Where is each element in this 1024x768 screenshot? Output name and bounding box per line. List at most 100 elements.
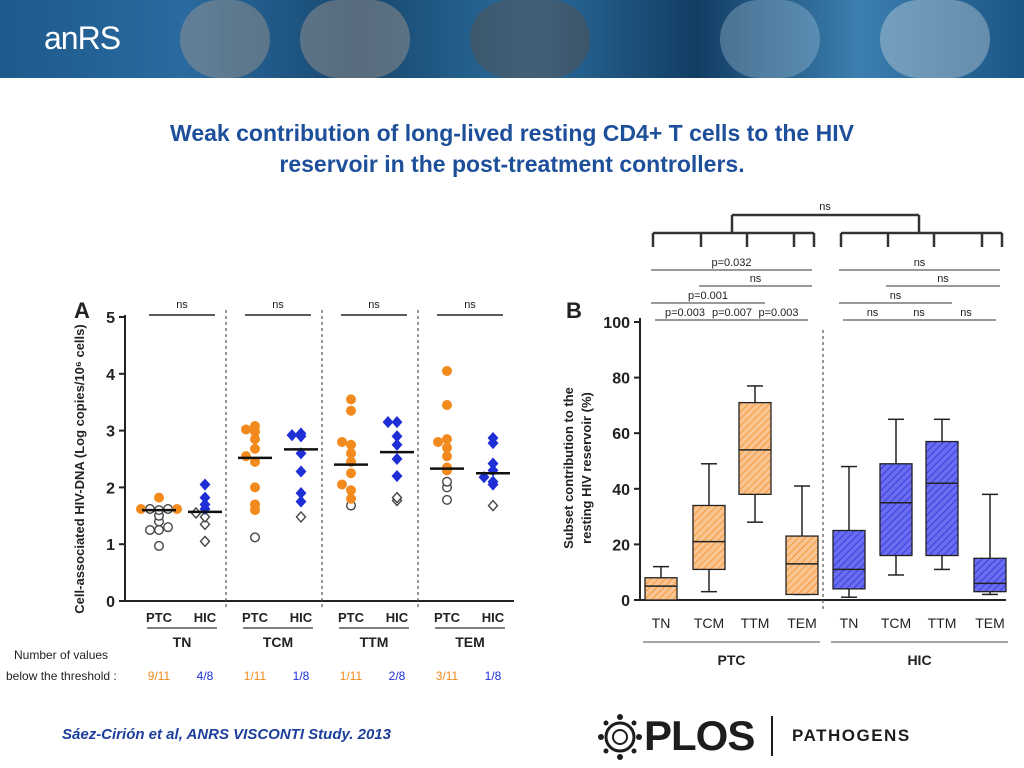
comparison-label: ns xyxy=(913,307,925,319)
ptc-box xyxy=(692,504,726,571)
ptc-point xyxy=(442,451,453,462)
hic-box xyxy=(879,463,913,557)
panel-a-comparison-label: ns xyxy=(368,299,380,311)
ptc-point xyxy=(442,434,453,445)
panel-a-x-tick-label: HIC xyxy=(290,610,313,625)
panel-a-letter: A xyxy=(74,298,90,323)
panel-a-comparison-label: ns xyxy=(176,299,188,311)
hic-point xyxy=(295,487,307,500)
anrs-logo-text: anRS xyxy=(44,20,121,56)
panel-b-y-axis-label: Subset contribution to the xyxy=(561,387,576,549)
ptc-point xyxy=(162,522,173,533)
panel-a-y-tick-label: 0 xyxy=(106,594,115,611)
panel-a-y-tick-label: 3 xyxy=(106,424,115,441)
ptc-point xyxy=(442,476,453,487)
panel-b-y-tick-label: 100 xyxy=(603,315,630,332)
comparison-label: ns xyxy=(890,290,902,302)
banner-photo xyxy=(180,0,270,78)
ptc-point xyxy=(442,494,453,505)
panel-b-x-tick-label: TCM xyxy=(694,615,724,631)
panel-a-x-tick-label: PTC xyxy=(146,610,173,625)
comparison-label: ns xyxy=(937,273,949,285)
banner-photo xyxy=(300,0,410,78)
panel-b-y-tick-label: 40 xyxy=(612,482,630,499)
banner-photo xyxy=(720,0,820,78)
threshold-label-line-2: below the threshold : xyxy=(6,669,117,683)
panel-b-y-tick-label: 0 xyxy=(621,593,630,610)
hic-point xyxy=(199,491,211,504)
ptc-point xyxy=(442,400,453,411)
ptc-point xyxy=(346,493,357,504)
comparison-label: p=0.001 xyxy=(688,290,728,302)
hic-point xyxy=(295,465,307,478)
hic-point xyxy=(391,491,403,504)
header-banner: anRS xyxy=(0,0,1024,78)
panel-a-y-tick-label: 5 xyxy=(106,310,115,327)
hic-point xyxy=(199,510,211,523)
panel-b-y-tick-label: 60 xyxy=(612,426,630,443)
comparison-label: p=0.003 xyxy=(758,307,798,319)
ptc-point xyxy=(249,443,260,454)
threshold-count: 1/11 xyxy=(244,669,267,683)
panel-b-y-axis-label: resting HIV reservoir (%) xyxy=(579,392,594,544)
ptc-box xyxy=(785,535,819,596)
panel-b-y-tick-label: 80 xyxy=(612,371,630,388)
hic-box xyxy=(832,529,866,590)
ptc-point xyxy=(346,439,357,450)
ptc-point xyxy=(153,525,164,536)
top-comparison-label: ns xyxy=(819,201,831,213)
ptc-point xyxy=(249,499,260,510)
hic-point xyxy=(487,499,499,512)
threshold-count: 9/11 xyxy=(148,669,171,683)
ptc-box xyxy=(738,401,772,496)
threshold-label-line-1: Number of values xyxy=(14,648,108,662)
panel-b-x-tick-label: TTM xyxy=(928,615,957,631)
slide-title-line-2: reservoir in the post-treatment controll… xyxy=(279,151,745,177)
hic-point xyxy=(199,478,211,491)
panel-a-y-axis-label: Cell-associated HIV-DNA (Log copies/10⁶ … xyxy=(72,324,87,613)
hic-point xyxy=(295,510,307,523)
panel-b-x-tick-label: TEM xyxy=(787,615,817,631)
panel-a-y-tick-label: 4 xyxy=(106,367,115,384)
ptc-point xyxy=(346,448,357,459)
panel-b-group-label: PTC xyxy=(718,652,746,668)
hic-box xyxy=(925,440,959,557)
ptc-point xyxy=(442,365,453,376)
comparison-label: ns xyxy=(960,307,972,319)
panel-a-y-tick-label: 2 xyxy=(106,480,115,497)
hic-point xyxy=(391,452,403,466)
banner-photo xyxy=(880,0,990,78)
panel-b-x-tick-label: TCM xyxy=(881,615,911,631)
hic-point xyxy=(382,416,394,429)
threshold-count: 2/8 xyxy=(389,669,406,683)
figure: A 0 1 2 3 4 5 Cell-associated HIV-DNA (Log copi… xyxy=(6,201,1008,683)
threshold-count: 1/8 xyxy=(485,669,502,683)
threshold-count: 1/11 xyxy=(340,669,363,683)
hic-point xyxy=(199,535,211,548)
ptc-point xyxy=(346,485,357,496)
ptc-point xyxy=(240,451,251,462)
panel-b-letter: B xyxy=(566,298,582,323)
hic-point xyxy=(295,447,307,460)
anrs-logo: anRS xyxy=(44,20,121,57)
plos-pathogens-logo: PLOS PATHOGENS xyxy=(596,708,936,766)
comparison-label: ns xyxy=(867,307,879,319)
panel-b-group-label: HIC xyxy=(907,652,931,668)
banner-photo xyxy=(470,0,590,78)
panel-b-x-tick-label: TN xyxy=(840,615,859,631)
hic-point xyxy=(487,431,499,445)
ptc-point xyxy=(249,532,260,543)
plos-divider xyxy=(771,716,773,756)
panel-a-x-tick-label: HIC xyxy=(194,610,217,625)
hic-box xyxy=(973,557,1007,593)
ptc-point xyxy=(249,421,260,432)
panel-a-x-tick-label: HIC xyxy=(482,610,505,625)
ptc-point xyxy=(240,424,251,435)
hic-point xyxy=(295,427,307,440)
ptc-point xyxy=(346,405,357,416)
hic-point xyxy=(391,438,403,451)
journal-name: PATHOGENS xyxy=(792,726,911,745)
comparison-label: ns xyxy=(914,257,926,269)
panel-b-x-tick-label: TEM xyxy=(975,615,1005,631)
panel-a-x-tick-label: PTC xyxy=(242,610,269,625)
